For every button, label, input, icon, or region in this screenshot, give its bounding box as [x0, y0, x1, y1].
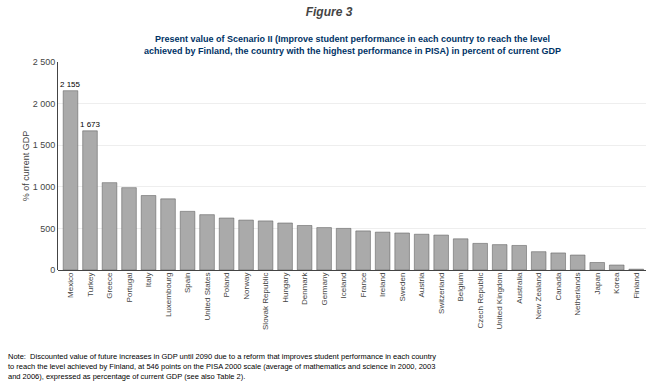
svg-text:500: 500 — [40, 224, 55, 234]
svg-text:Belgium: Belgium — [456, 272, 465, 301]
svg-text:Figure 3: Figure 3 — [306, 5, 353, 19]
svg-text:% of current GDP: % of current GDP — [21, 131, 31, 202]
svg-text:Greece: Greece — [105, 272, 114, 299]
svg-text:Poland: Poland — [222, 273, 231, 298]
svg-text:United States: United States — [203, 273, 212, 321]
svg-text:Ireland: Ireland — [378, 273, 387, 297]
svg-text:2 500: 2 500 — [33, 57, 56, 67]
svg-text:Netherlands: Netherlands — [573, 273, 582, 316]
svg-text:Finland: Finland — [632, 273, 641, 299]
svg-text:Sweden: Sweden — [398, 273, 407, 302]
svg-text:Czech Republic: Czech Republic — [476, 273, 485, 329]
svg-text:Italy: Italy — [144, 273, 153, 288]
svg-text:1 000: 1 000 — [33, 182, 56, 192]
svg-text:Slovak Republic: Slovak Republic — [261, 273, 270, 330]
svg-text:United Kingdom: United Kingdom — [495, 272, 504, 329]
svg-text:Luxembourg: Luxembourg — [164, 273, 173, 317]
svg-text:1 500: 1 500 — [33, 140, 56, 150]
svg-text:2 000: 2 000 — [33, 99, 56, 109]
svg-text:Norway: Norway — [242, 273, 251, 300]
svg-text:Present value of Scenario II (: Present value of Scenario II (Improve st… — [144, 34, 561, 56]
svg-text:New Zealand: New Zealand — [534, 273, 543, 320]
svg-text:Korea: Korea — [612, 272, 621, 294]
svg-text:2 155: 2 155 — [60, 80, 81, 89]
svg-text:Note: Discounted value of fut: Note: Discounted value of future increas… — [8, 352, 436, 381]
svg-text:Austria: Austria — [417, 272, 426, 297]
svg-text:Australia: Australia — [515, 272, 524, 304]
svg-text:Hungary: Hungary — [281, 273, 290, 303]
svg-text:Germany: Germany — [320, 273, 329, 306]
svg-text:Spain: Spain — [183, 273, 192, 293]
svg-text:Japan: Japan — [593, 273, 602, 295]
svg-text:Turkey: Turkey — [86, 273, 95, 297]
svg-text:Denmark: Denmark — [300, 272, 309, 305]
svg-text:Iceland: Iceland — [339, 273, 348, 299]
svg-text:1 673: 1 673 — [80, 120, 101, 129]
svg-text:Switzerland: Switzerland — [437, 273, 446, 314]
svg-text:France: France — [359, 272, 368, 297]
svg-text:Mexico: Mexico — [66, 272, 75, 298]
svg-text:0: 0 — [50, 265, 55, 275]
svg-text:Canada: Canada — [554, 272, 563, 301]
svg-text:Portugal: Portugal — [125, 272, 134, 302]
